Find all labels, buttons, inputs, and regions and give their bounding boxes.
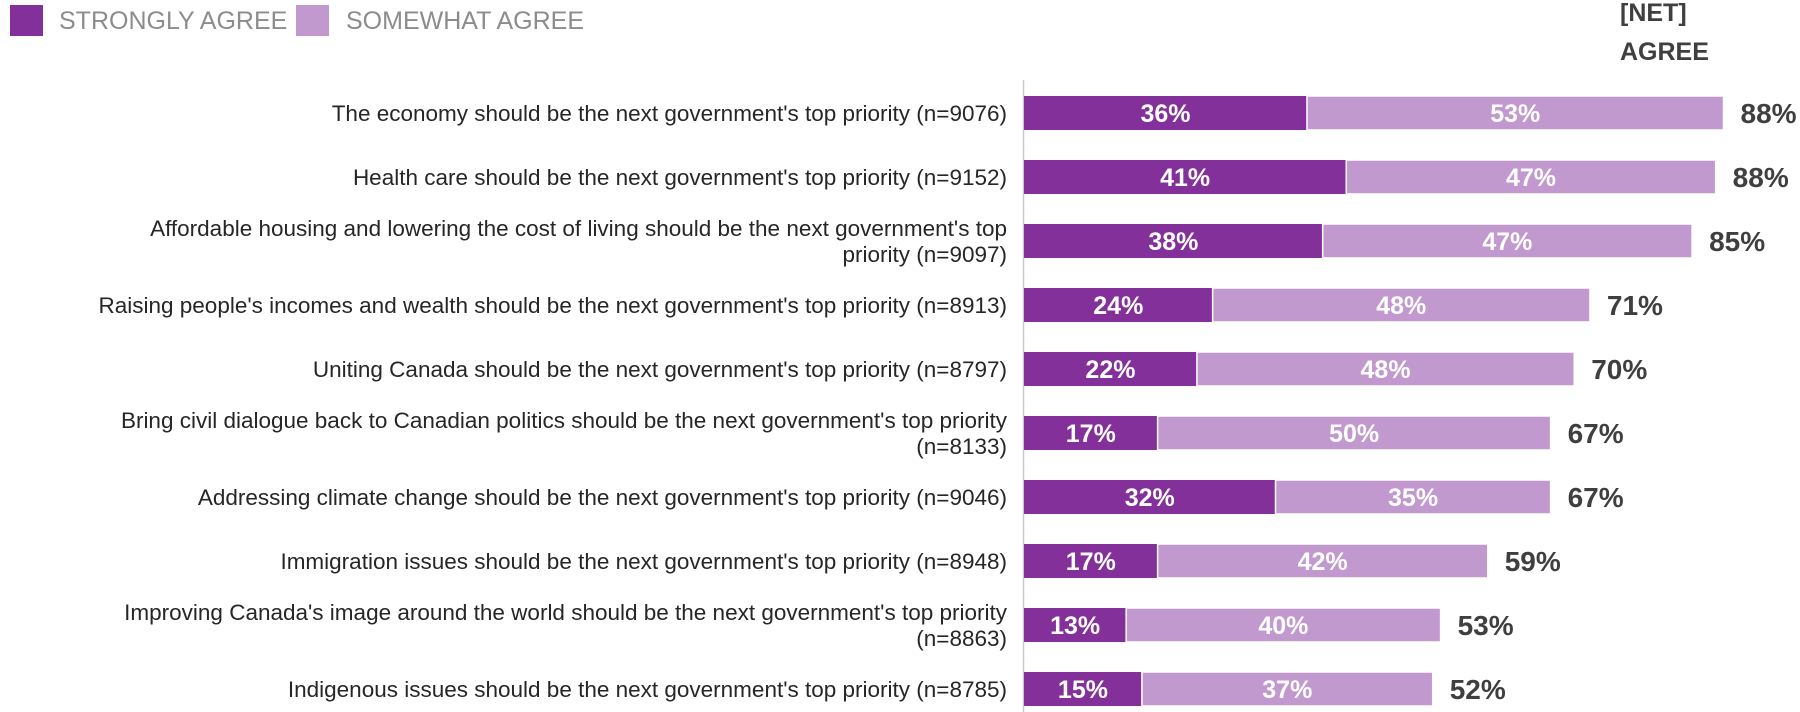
bar-somewhat-agree — [1156, 543, 1489, 579]
bar-strongly-agree — [1024, 480, 1276, 514]
category-label: Raising people's incomes and wealth shou… — [98, 293, 1007, 318]
bar-row: Immigration issues should be the next go… — [280, 543, 1561, 579]
net-agree-header-line-2: AGREE — [1620, 38, 1709, 66]
net-agree-header: [NET] AGREE — [1620, 0, 1709, 66]
data-label-net-agree: 85% — [1709, 226, 1765, 257]
data-label-net-agree: 88% — [1733, 162, 1789, 193]
bar-row: The economy should be the next governmen… — [332, 95, 1797, 131]
bar-somewhat-agree — [1345, 159, 1717, 195]
data-label-strongly-agree: 36% — [1140, 100, 1190, 128]
bar-row: Health care should be the next governmen… — [353, 159, 1789, 195]
data-label-somewhat-agree: 47% — [1482, 228, 1532, 256]
bar-strongly-agree — [1024, 288, 1213, 322]
bar-row: Affordable housing and lowering the cost… — [150, 216, 1765, 267]
data-label-net-agree: 67% — [1568, 418, 1624, 449]
plot-area: The economy should be the next governmen… — [98, 95, 1797, 707]
data-label-strongly-agree: 38% — [1148, 228, 1198, 256]
data-label-strongly-agree: 41% — [1160, 164, 1210, 192]
category-label-line: Raising people's incomes and wealth shou… — [98, 293, 1007, 318]
data-label-somewhat-agree: 53% — [1490, 100, 1540, 128]
category-label-line: Bring civil dialogue back to Canadian po… — [121, 408, 1008, 433]
category-label-line: Affordable housing and lowering the cost… — [150, 216, 1007, 241]
category-label: Uniting Canada should be the next govern… — [313, 357, 1007, 382]
data-label-net-agree: 59% — [1505, 546, 1561, 577]
category-label-line: Addressing climate change should be the … — [198, 485, 1007, 510]
data-label-somewhat-agree: 50% — [1329, 420, 1379, 448]
category-label-line: (n=8863) — [916, 626, 1007, 651]
bar-somewhat-agree — [1125, 607, 1442, 643]
legend: STRONGLY AGREE SOMEWHAT AGREE — [10, 5, 584, 36]
category-label-line: The economy should be the next governmen… — [332, 101, 1007, 126]
data-label-somewhat-agree: 48% — [1376, 292, 1426, 320]
bar-row: Raising people's incomes and wealth shou… — [98, 287, 1663, 323]
category-label-line: Health care should be the next governmen… — [353, 165, 1007, 190]
bar-somewhat-agree — [1156, 415, 1552, 451]
bar-row: Addressing climate change should be the … — [198, 479, 1624, 515]
category-label-line: Immigration issues should be the next go… — [280, 549, 1007, 574]
net-agree-header-line-1: [NET] — [1620, 0, 1687, 27]
data-label-net-agree: 53% — [1458, 610, 1514, 641]
data-label-net-agree: 70% — [1591, 354, 1647, 385]
category-label: Addressing climate change should be the … — [198, 485, 1007, 510]
data-label-somewhat-agree: 40% — [1258, 612, 1308, 640]
category-label: Health care should be the next governmen… — [353, 165, 1007, 190]
data-label-strongly-agree: 32% — [1125, 484, 1175, 512]
bar-row: Bring civil dialogue back to Canadian po… — [121, 408, 1624, 459]
data-label-strongly-agree: 24% — [1093, 292, 1143, 320]
data-label-somewhat-agree: 35% — [1388, 484, 1438, 512]
data-label-strongly-agree: 17% — [1066, 548, 1116, 576]
bar-strongly-agree — [1024, 224, 1323, 258]
bar-strongly-agree — [1024, 672, 1142, 706]
bar-strongly-agree — [1024, 608, 1127, 642]
category-label: Bring civil dialogue back to Canadian po… — [121, 408, 1008, 459]
legend-label-strongly-agree: STRONGLY AGREE — [59, 7, 287, 35]
bar-strongly-agree — [1024, 352, 1197, 386]
data-label-somewhat-agree: 37% — [1262, 676, 1312, 704]
category-label-line: Improving Canada's image around the worl… — [124, 600, 1008, 625]
data-label-strongly-agree: 17% — [1066, 420, 1116, 448]
category-label-line: priority (n=9097) — [843, 242, 1007, 267]
data-label-net-agree: 67% — [1568, 482, 1624, 513]
bar-somewhat-agree — [1196, 351, 1575, 387]
data-label-net-agree: 88% — [1741, 98, 1797, 129]
bar-somewhat-agree — [1141, 671, 1434, 707]
data-label-net-agree: 71% — [1607, 290, 1663, 321]
category-label: Indigenous issues should be the next gov… — [288, 677, 1007, 702]
legend-swatch-strongly-agree — [10, 5, 43, 36]
bar-row: Improving Canada's image around the worl… — [124, 600, 1514, 651]
data-label-somewhat-agree: 47% — [1506, 164, 1556, 192]
bar-strongly-agree — [1024, 544, 1158, 578]
bar-row: Uniting Canada should be the next govern… — [313, 351, 1647, 387]
category-label: The economy should be the next governmen… — [332, 101, 1007, 126]
data-label-net-agree: 52% — [1450, 674, 1506, 705]
legend-swatch-somewhat-agree — [296, 5, 329, 36]
data-label-strongly-agree: 15% — [1058, 676, 1108, 704]
category-label-line: (n=8133) — [916, 434, 1007, 459]
legend-label-somewhat-agree: SOMEWHAT AGREE — [346, 7, 584, 35]
bar-somewhat-agree — [1306, 95, 1725, 131]
bar-strongly-agree — [1024, 416, 1158, 450]
category-label-line: Uniting Canada should be the next govern… — [313, 357, 1007, 382]
data-label-somewhat-agree: 48% — [1361, 356, 1411, 384]
category-label: Improving Canada's image around the worl… — [124, 600, 1008, 651]
category-label-line: Indigenous issues should be the next gov… — [288, 677, 1007, 702]
bar-row: Indigenous issues should be the next gov… — [288, 671, 1506, 707]
bar-somewhat-agree — [1274, 479, 1552, 515]
bar-somewhat-agree — [1211, 287, 1591, 323]
data-label-strongly-agree: 22% — [1085, 356, 1135, 384]
category-label: Immigration issues should be the next go… — [280, 549, 1007, 574]
bar-somewhat-agree — [1321, 223, 1693, 259]
data-label-strongly-agree: 13% — [1050, 612, 1100, 640]
data-label-somewhat-agree: 42% — [1298, 548, 1348, 576]
category-label: Affordable housing and lowering the cost… — [150, 216, 1007, 267]
bar-strongly-agree — [1024, 96, 1307, 130]
bar-strongly-agree — [1024, 160, 1347, 194]
